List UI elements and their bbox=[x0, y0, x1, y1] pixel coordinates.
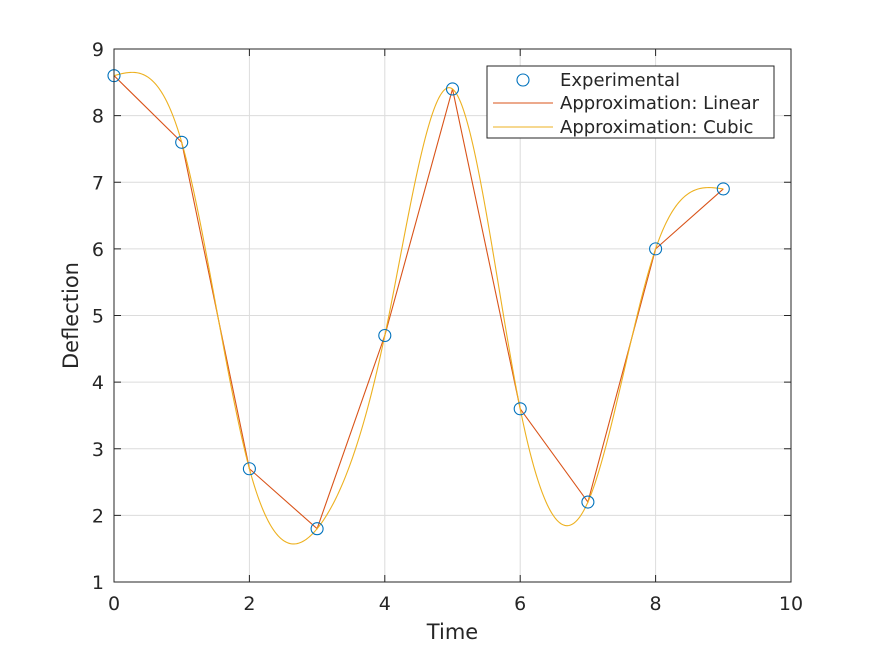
data-point-marker bbox=[445, 82, 460, 96]
legend-label: Approximation: Linear bbox=[560, 93, 760, 114]
y-tick-label: 3 bbox=[92, 439, 104, 461]
data-point-marker bbox=[513, 402, 527, 416]
series-group bbox=[107, 69, 730, 545]
y-tick-label: 8 bbox=[92, 106, 104, 128]
data-point-marker bbox=[175, 135, 189, 149]
y-tick-label: 4 bbox=[92, 372, 104, 394]
x-tick-label: 2 bbox=[243, 593, 255, 615]
y-tick-label: 7 bbox=[92, 172, 104, 194]
legend-label: Approximation: Cubic bbox=[560, 117, 753, 138]
data-point-marker bbox=[242, 462, 256, 476]
x-tick-label: 10 bbox=[779, 593, 803, 615]
legend-label: Experimental bbox=[560, 70, 680, 91]
y-axis-label: Deflection bbox=[59, 262, 83, 369]
legend-marker-icon bbox=[516, 73, 530, 87]
x-tick-label: 6 bbox=[514, 593, 526, 615]
data-point-marker bbox=[716, 182, 730, 196]
data-point-marker bbox=[310, 522, 324, 536]
data-point-marker bbox=[378, 328, 392, 343]
y-tick-label: 6 bbox=[92, 239, 104, 261]
x-tick-label: 0 bbox=[108, 593, 120, 615]
x-tick-label: 4 bbox=[379, 593, 391, 615]
x-tick-label: 8 bbox=[650, 593, 662, 615]
legend-box bbox=[486, 65, 775, 139]
y-tick-label: 1 bbox=[92, 572, 104, 594]
y-tick-label: 9 bbox=[92, 39, 104, 61]
series-line-cubic bbox=[113, 71, 724, 545]
y-tick-label: 2 bbox=[92, 505, 104, 527]
data-point-marker bbox=[649, 242, 663, 256]
data-point-marker bbox=[581, 495, 595, 509]
x-axis-label: Time bbox=[426, 620, 478, 644]
y-tick-label: 5 bbox=[92, 306, 104, 328]
